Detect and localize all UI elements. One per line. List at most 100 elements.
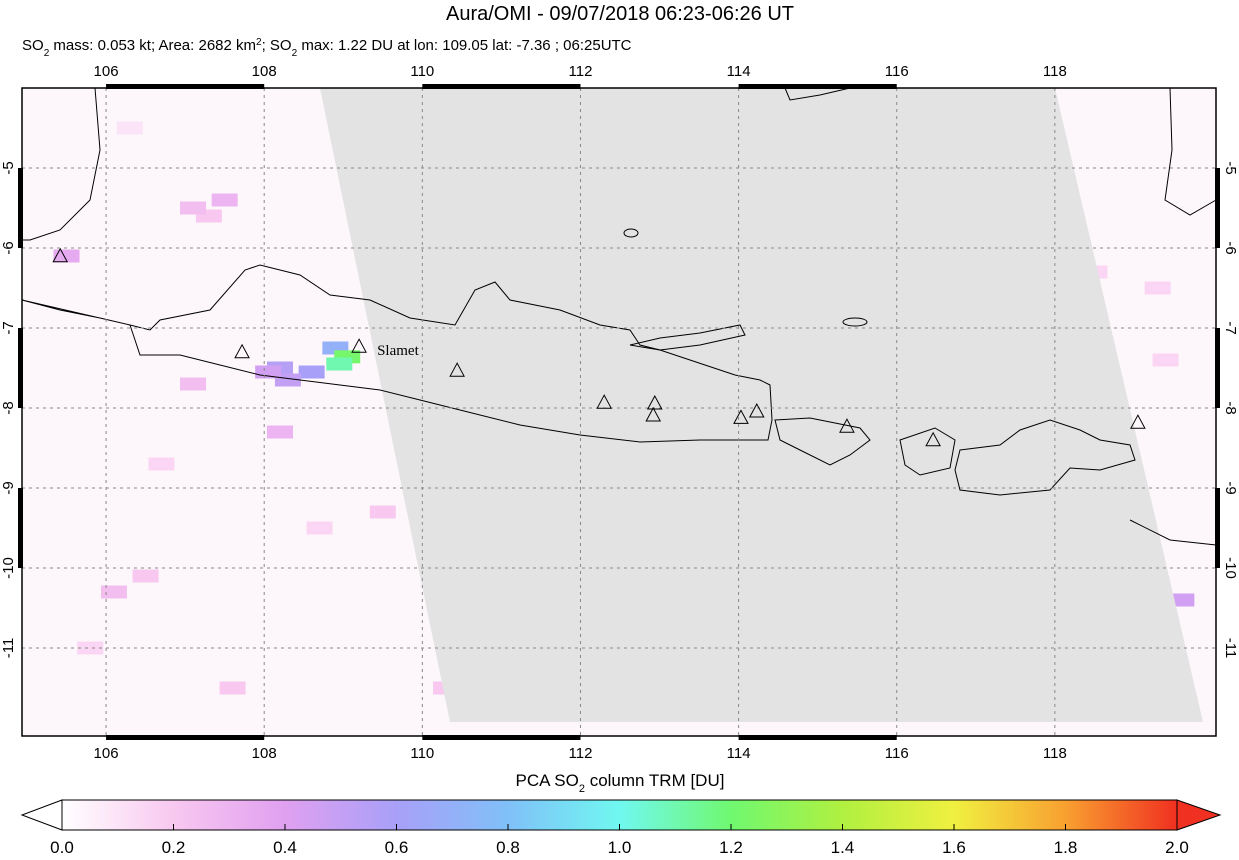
coastlines: [21, 87, 1217, 546]
map-frame: [21, 87, 1217, 737]
volcanoes: Slamet: [52, 247, 1146, 447]
colorbar-title-part: PCA SO: [516, 771, 579, 790]
so2-pixel: [100, 585, 127, 599]
title: Aura/OMI - 09/07/2018 06:23-06:26 UT: [446, 3, 794, 25]
colorbar-title-part: 2: [579, 783, 585, 795]
y-tick-label: -6: [1222, 241, 1239, 254]
colorbar-tick-label: 0.8: [496, 838, 520, 855]
sumba: [1129, 519, 1217, 546]
y-tick-label: -5: [0, 161, 17, 174]
volcano-label: Slamet: [377, 343, 419, 359]
frame-band: [1215, 488, 1220, 568]
borneo: [1164, 87, 1217, 216]
so2-pixel: [132, 569, 159, 583]
x-tick-label: 108: [252, 63, 277, 80]
frame-band: [18, 168, 23, 248]
volcano: [645, 406, 662, 422]
frame-band: [1215, 328, 1220, 408]
so2-pixel: [326, 357, 353, 371]
so2-pixel: [369, 505, 396, 519]
so2-pixel: [116, 121, 143, 135]
subtitle-part: SO: [22, 37, 44, 54]
axes: 106 106 108 108 110 110 112 112 114 114 116 116 118 1…: [0, 63, 1239, 762]
x-tick-label: 114: [727, 745, 751, 762]
volcano: [351, 338, 367, 353]
y-tick-label: -9: [0, 481, 17, 494]
colorbar-tick-label: 0.4: [273, 838, 297, 855]
colorbar-tick-label: 1.0: [608, 838, 632, 855]
x-tick-label: 110: [410, 745, 434, 762]
so2-pixel: [219, 681, 246, 695]
subtitle-part: 2: [256, 37, 262, 48]
madura: [629, 324, 746, 351]
volcano: [839, 418, 855, 433]
colorbar-tick-label: 1.4: [831, 838, 855, 855]
subtitle-part: 2: [292, 48, 298, 59]
colorbar-under: [20, 799, 63, 831]
volcano: [234, 343, 250, 359]
x-tick-label: 106: [94, 63, 119, 80]
so2-pixel: [180, 201, 207, 215]
so2-pixel: [274, 373, 301, 387]
subtitle-part: 2: [44, 48, 50, 59]
y-tick-label: -10: [0, 557, 17, 579]
x-tick-label: 110: [410, 63, 434, 80]
x-tick-label: 116: [885, 63, 909, 80]
x-tick-label: 116: [885, 745, 909, 762]
frame-band: [422, 735, 581, 740]
islet: [842, 317, 868, 327]
x-tick-label: 118: [1043, 745, 1067, 762]
so2-pixel: [77, 641, 104, 655]
satellite-swath: [320, 88, 1203, 722]
lombok: [899, 427, 956, 476]
so2-pixels: [53, 121, 1195, 695]
colorbar-tick-label: 0.6: [385, 838, 409, 855]
so2-pixel: [180, 377, 207, 391]
colorbar-title: PCA SO2 column TRM [DU]: [516, 771, 725, 795]
colorbar-title-part: column TRM [DU]: [585, 771, 725, 790]
grid: [22, 88, 1216, 736]
y-tick-label: -6: [0, 241, 17, 254]
bali: [774, 417, 871, 466]
sumatra: [22, 87, 101, 241]
y-tick-label: -7: [0, 321, 17, 334]
x-tick-label: 106: [94, 745, 119, 762]
x-tick-label: 114: [727, 63, 751, 80]
so2-pixel: [53, 249, 80, 263]
frame-band: [106, 735, 265, 740]
subtitle-part: max: 1.22 DU at lon: 109.05 lat: -7.36 ;…: [297, 37, 632, 54]
java: [21, 264, 773, 443]
borneo-south: [784, 87, 851, 101]
volcano: [1130, 414, 1146, 429]
y-tick-label: -10: [1222, 557, 1239, 579]
volcano: [646, 394, 663, 410]
volcano: [52, 247, 69, 263]
volcano: [596, 394, 613, 409]
x-tick-label: 118: [1043, 63, 1067, 80]
so2-pixel: [298, 365, 325, 379]
colorbar-tick-label: 0.2: [162, 838, 186, 855]
frame-band: [738, 84, 897, 89]
so2-pixel: [148, 457, 175, 471]
frame-band: [106, 84, 265, 89]
colorbar-tick-label: 2.0: [1165, 838, 1189, 855]
so2-pixel: [211, 193, 238, 207]
y-tick-label: -7: [1222, 321, 1239, 334]
frame-band: [18, 328, 23, 408]
subtitle: SO2 mass: 0.053 kt; Area: 2682 km2; SO2 …: [22, 37, 632, 59]
so2-pixel: [255, 365, 282, 379]
y-tick-label: -11: [0, 638, 17, 659]
frame-band: [738, 735, 897, 740]
colorbar-tick-label: 0.0: [50, 838, 74, 855]
frame-band: [1215, 168, 1220, 248]
so2-pixel: [1152, 353, 1179, 367]
sumbawa: [954, 419, 1136, 496]
volcano: [925, 431, 941, 447]
islet: [623, 228, 639, 238]
y-tick-label: -8: [1222, 401, 1239, 414]
x-tick-label: 112: [569, 63, 593, 80]
y-tick-label: -11: [1222, 638, 1239, 659]
x-tick-label: 108: [252, 745, 277, 762]
so2-pixel: [267, 425, 294, 439]
